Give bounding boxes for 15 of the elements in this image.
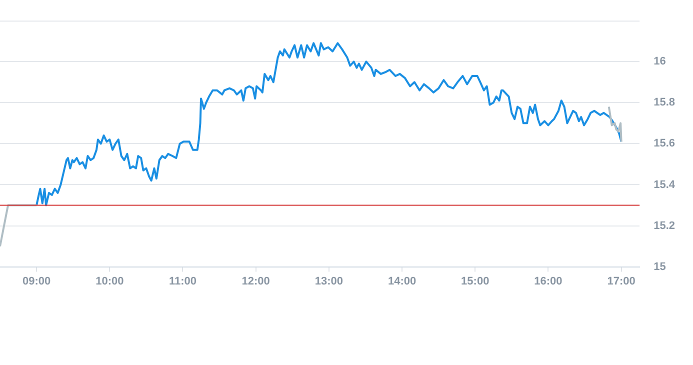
y-tick-label: 15.8	[654, 96, 676, 109]
x-tick-label: 14:00	[388, 275, 416, 288]
x-tick-label: 16:00	[534, 275, 562, 288]
y-tick-label: 15.2	[654, 220, 676, 232]
y-tick-label: 15.6	[654, 138, 676, 150]
x-tick-label: 10:00	[96, 275, 124, 288]
y-tick-label: 15.4	[654, 178, 676, 191]
x-tick-label: 15:00	[461, 275, 490, 288]
x-tick-label: 11:00	[168, 275, 197, 288]
x-tick-label: 12:00	[242, 275, 270, 288]
x-tick-label: 09:00	[22, 275, 51, 288]
y-tick-label: 15	[654, 260, 666, 273]
x-tick-label: 17:00	[607, 275, 636, 288]
y-tick-label: 16	[654, 56, 666, 68]
x-tick-label: 13:00	[314, 275, 344, 288]
